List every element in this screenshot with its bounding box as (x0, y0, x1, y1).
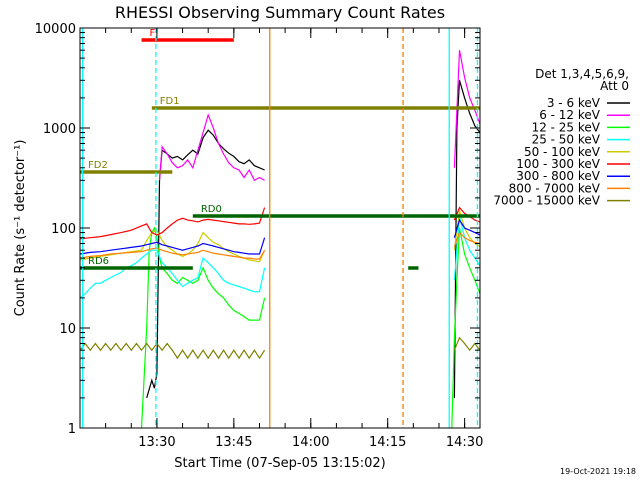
series-line-0-1 (453, 80, 481, 398)
plot-frame (79, 27, 481, 429)
legend-label-1: 6 - 12 keV (539, 108, 601, 122)
y-tick-label-3: 1000 (43, 122, 76, 137)
series-line-3-0 (79, 249, 266, 299)
y-tick-label-0: 1 (68, 422, 76, 437)
legend-label-5: 100 - 300 keV (516, 157, 600, 171)
chart-title: RHESSI Observing Summary Count Rates (115, 3, 445, 22)
series-line-6-0 (79, 237, 266, 255)
y-tick-label-2: 100 (51, 222, 76, 237)
x-tick-label-2: 14:00 (292, 435, 329, 450)
y-tick-label-4: 10000 (35, 22, 76, 37)
series-line-1-1 (453, 50, 481, 168)
legend-label-2: 12 - 25 keV (532, 120, 601, 134)
legend-title-line-1: Det 1,3,4,5,6,9, (535, 67, 629, 81)
series-layer (79, 50, 481, 429)
state-label-rd0: RD0 (201, 204, 222, 215)
x-tick-label-0: 13:30 (138, 435, 175, 450)
y-tick-label-1: 10 (59, 322, 76, 337)
axes-layer: 1 10 100 1000 10000 13:30 13:45 14:00 14:15 14:30 (35, 22, 484, 450)
state-label-fd1: FD1 (160, 96, 180, 107)
y-axis-label: Count Rate (s⁻¹ detector⁻¹) (13, 140, 28, 317)
state-label-rd6: RD6 (88, 256, 109, 267)
x-tick-label-3: 14:15 (369, 435, 406, 450)
legend-label-0: 3 - 6 keV (547, 96, 601, 110)
series-line-7-1 (453, 231, 481, 247)
series-line-2-1 (451, 227, 481, 429)
series-line-5-0 (79, 207, 266, 240)
series-line-1-0 (158, 113, 265, 182)
x-axis-label: Start Time (07-Sep-05 13:15:02) (174, 456, 385, 471)
vlines-layer (81, 28, 479, 428)
legend-label-3: 25 - 50 keV (532, 133, 601, 147)
state-bars-layer: NSFFD1FD2RD0RD6 (80, 28, 480, 270)
footer-timestamp: 19-Oct-2021 19:18 (560, 467, 636, 476)
series-line-8-1 (453, 336, 481, 352)
state-label-fd2: FD2 (88, 160, 108, 171)
legend: Det 1,3,4,5,6,9, Att 0 (535, 67, 629, 93)
legend-label-8: 7000 - 15000 keV (493, 194, 600, 208)
series-line-8-0 (79, 342, 266, 360)
series-line-7-0 (79, 247, 266, 260)
x-tick-label-4: 14:30 (446, 435, 483, 450)
legend-label-4: 50 - 100 keV (524, 145, 601, 159)
x-tick-label-1: 13:45 (215, 435, 252, 450)
legend-label-6: 300 - 800 keV (516, 169, 600, 183)
series-line-3-1 (453, 216, 481, 281)
legend-label-7: 800 - 7000 keV (509, 181, 601, 195)
legend-title-line-2: Att 0 (600, 79, 629, 93)
state-label-f: F (150, 28, 156, 39)
